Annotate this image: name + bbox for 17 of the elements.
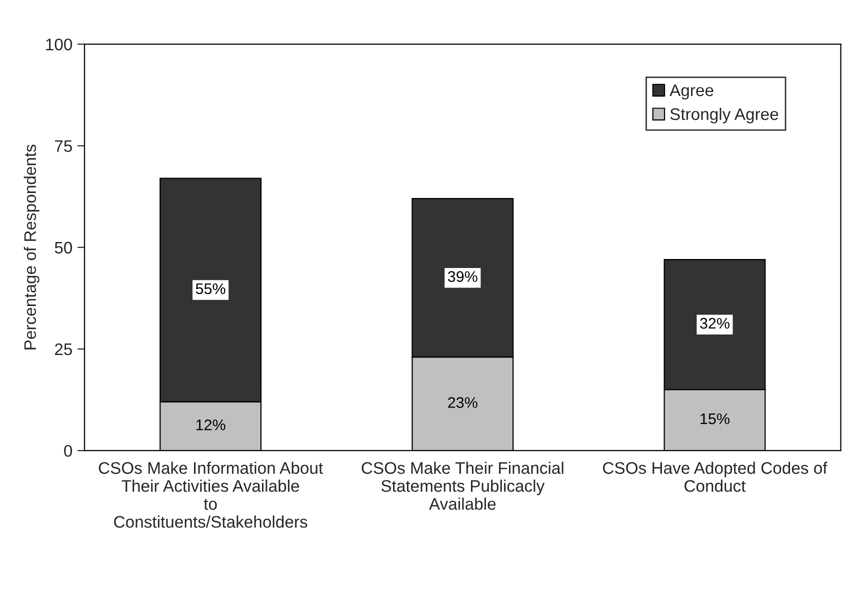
y-tick-label: 50 bbox=[54, 242, 72, 254]
x-tick-label: CSOs Have Adopted Codes of Conduct bbox=[603, 462, 828, 492]
x-tick-label: CSOs Make Their Financial Statements Publicacly Available bbox=[362, 462, 564, 510]
y-axis-title: Percentage of Respondents bbox=[24, 144, 40, 350]
y-tick-label: 0 bbox=[64, 444, 72, 457]
legend-label: Strongly Agree bbox=[670, 108, 778, 124]
y-tick-label: 75 bbox=[55, 140, 72, 152]
data-label: 32% bbox=[700, 318, 730, 329]
data-label: 39% bbox=[448, 271, 478, 282]
data-label: 12% bbox=[196, 419, 226, 430]
data-label: 15% bbox=[700, 413, 730, 424]
y-tick-label: 25 bbox=[54, 343, 72, 356]
y-tick-label: 100 bbox=[46, 38, 72, 50]
legend-label: Agree bbox=[670, 84, 714, 100]
data-label: 55% bbox=[196, 283, 226, 294]
data-label: 23% bbox=[448, 397, 478, 408]
x-tick-label: CSOs Make Information About Their Activities Available to Constituents/Stakeholders bbox=[98, 462, 323, 528]
